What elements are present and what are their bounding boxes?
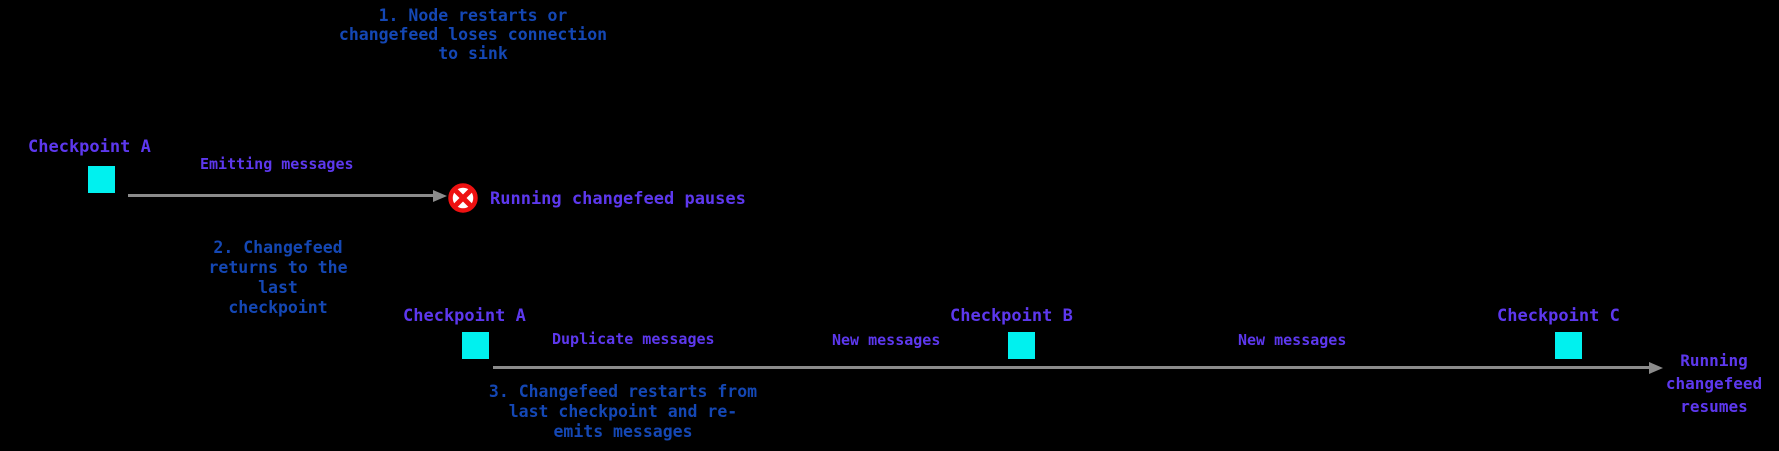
duplicate-messages-label: Duplicate messages <box>552 330 715 348</box>
step2-note: 2. Changefeed returns to the last checkp… <box>208 238 348 317</box>
timeline1-checkpoint-a-marker <box>88 166 115 193</box>
timeline2-checkpoint-b-marker <box>1008 332 1035 359</box>
timeline2-checkpoint-c-label: Checkpoint C <box>1497 306 1620 326</box>
step3-note: 3. Changefeed restarts from last checkpo… <box>488 382 758 441</box>
new-messages-label-1: New messages <box>832 331 941 349</box>
timeline2-checkpoint-a-label: Checkpoint A <box>403 306 526 326</box>
emitting-messages-label: Emitting messages <box>200 155 354 173</box>
timeline2-checkpoint-c-marker <box>1555 332 1582 359</box>
timeline1-line <box>128 194 435 197</box>
timeline2-line <box>493 366 1649 369</box>
running-changefeed-resumes-label: Running changefeed resumes <box>1665 351 1763 416</box>
timeline1-arrowhead-icon <box>433 190 447 202</box>
step1-note: 1. Node restarts or changefeed loses con… <box>338 6 608 63</box>
new-messages-label-2: New messages <box>1238 331 1347 349</box>
changefeed-pause-icon <box>448 183 478 213</box>
running-changefeed-pauses-label: Running changefeed pauses <box>490 189 746 209</box>
timeline1-checkpoint-a-label: Checkpoint A <box>28 137 151 157</box>
timeline2-arrowhead-icon <box>1649 362 1663 374</box>
timeline2-checkpoint-a-marker <box>462 332 489 359</box>
timeline2-checkpoint-b-label: Checkpoint B <box>950 306 1073 326</box>
